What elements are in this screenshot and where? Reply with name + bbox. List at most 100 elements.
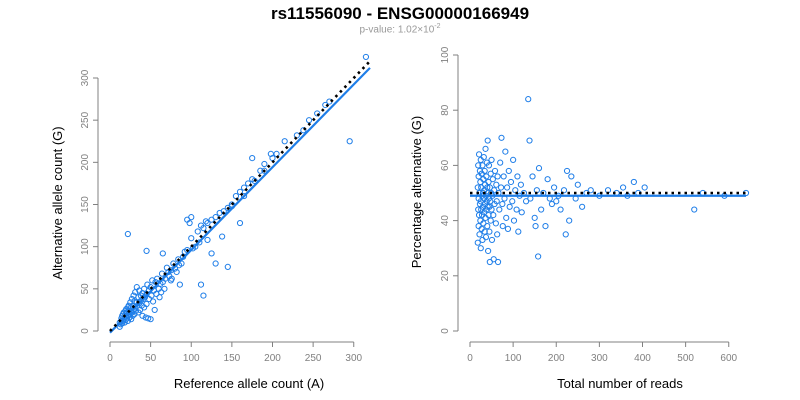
data-point	[167, 277, 175, 284]
data-point	[159, 250, 166, 257]
data-point	[510, 156, 517, 163]
data-point	[194, 228, 201, 235]
x-tick-label: 400	[634, 353, 651, 364]
x-axis-title: Total number of reads	[557, 376, 683, 391]
data-point	[493, 181, 500, 188]
page-title: rs11556090 - ENSG00000166949	[270, 4, 530, 23]
data-point	[232, 192, 240, 200]
data-point	[176, 281, 183, 288]
y-tick-label: 0	[80, 328, 91, 334]
data-point	[188, 235, 195, 242]
y-tick-label: 0	[440, 328, 451, 334]
data-point	[532, 223, 539, 230]
y-tick-label: 20	[440, 270, 451, 282]
data-point	[212, 260, 219, 267]
data-point	[124, 230, 131, 238]
data-point	[479, 162, 486, 169]
data-point	[579, 203, 586, 210]
data-point	[236, 219, 244, 227]
data-point	[484, 137, 491, 144]
percentage-alternative-scatter-plot: 0 100 200 300 400 500 600 0 20 40 60 80 100 Total num…	[409, 46, 750, 391]
data-point	[240, 192, 248, 200]
data-point	[479, 236, 486, 244]
p-value-exponent: -2	[434, 23, 441, 30]
data-point	[129, 312, 136, 319]
data-point	[488, 236, 496, 244]
x-tick-label: 600	[720, 353, 737, 364]
data-point	[641, 184, 648, 191]
data-point	[482, 234, 490, 241]
data-point	[300, 127, 307, 134]
regression-fit-line	[109, 67, 371, 334]
data-point	[485, 247, 492, 255]
data-point	[491, 187, 498, 194]
data-point	[563, 167, 571, 175]
data-point	[251, 177, 258, 184]
y-tick-label: 150	[80, 196, 91, 213]
x-tick-label: 300	[345, 353, 362, 364]
data-point	[139, 312, 146, 319]
data-point	[506, 203, 513, 210]
data-point	[475, 211, 483, 219]
x-tick-label: 0	[467, 353, 473, 364]
data-point	[499, 200, 506, 208]
data-point	[202, 218, 209, 225]
data-point	[544, 176, 551, 183]
data-point	[504, 225, 512, 232]
data-point	[490, 256, 497, 263]
data-point	[498, 134, 505, 141]
data-point	[497, 159, 504, 166]
data-point	[477, 245, 484, 252]
data-point	[482, 145, 489, 152]
data-point	[208, 250, 215, 257]
data-point	[518, 209, 525, 216]
data-point	[535, 165, 543, 172]
data-point	[525, 96, 532, 103]
data-point	[507, 178, 515, 186]
data-point	[548, 200, 556, 208]
y-tick-label: 60	[440, 159, 451, 171]
data-point	[161, 285, 168, 292]
p-value-text: p-value: 1.02×10	[359, 24, 435, 36]
data-point	[494, 231, 501, 238]
data-point	[124, 317, 131, 324]
data-point	[488, 156, 495, 163]
y-tick-label: 100	[440, 46, 451, 63]
data-point	[475, 162, 482, 169]
data-point	[485, 162, 493, 169]
data-point	[535, 253, 542, 260]
data-point	[261, 167, 268, 174]
data-point	[362, 53, 370, 61]
x-tick-label: 200	[264, 353, 281, 364]
data-point	[484, 223, 491, 230]
data-point	[499, 223, 506, 230]
data-point	[151, 306, 158, 314]
x-tick-label: 250	[305, 353, 322, 364]
x-axis-title: Reference allele count (A)	[174, 376, 324, 391]
data-point	[149, 298, 157, 305]
data-point	[574, 181, 581, 188]
data-point	[281, 138, 288, 145]
data-point	[542, 223, 549, 230]
x-tick-label: 200	[548, 353, 565, 364]
data-point	[475, 151, 483, 158]
data-point	[261, 160, 268, 168]
data-point	[186, 219, 193, 227]
data-point	[474, 184, 481, 191]
y-tick-label: 200	[80, 154, 91, 171]
x-tick-label: 50	[145, 353, 157, 364]
data-point	[204, 236, 211, 244]
data-point	[568, 173, 575, 180]
data-point	[619, 184, 627, 191]
data-point	[529, 173, 536, 180]
x-tick-label: 0	[107, 353, 113, 364]
data-point	[512, 187, 519, 194]
data-point	[126, 314, 133, 321]
data-point	[212, 214, 219, 221]
data-point	[500, 173, 507, 180]
data-point	[474, 239, 481, 246]
y-tick-label: 300	[80, 69, 91, 86]
data-point	[492, 220, 499, 227]
data-point	[249, 155, 256, 162]
